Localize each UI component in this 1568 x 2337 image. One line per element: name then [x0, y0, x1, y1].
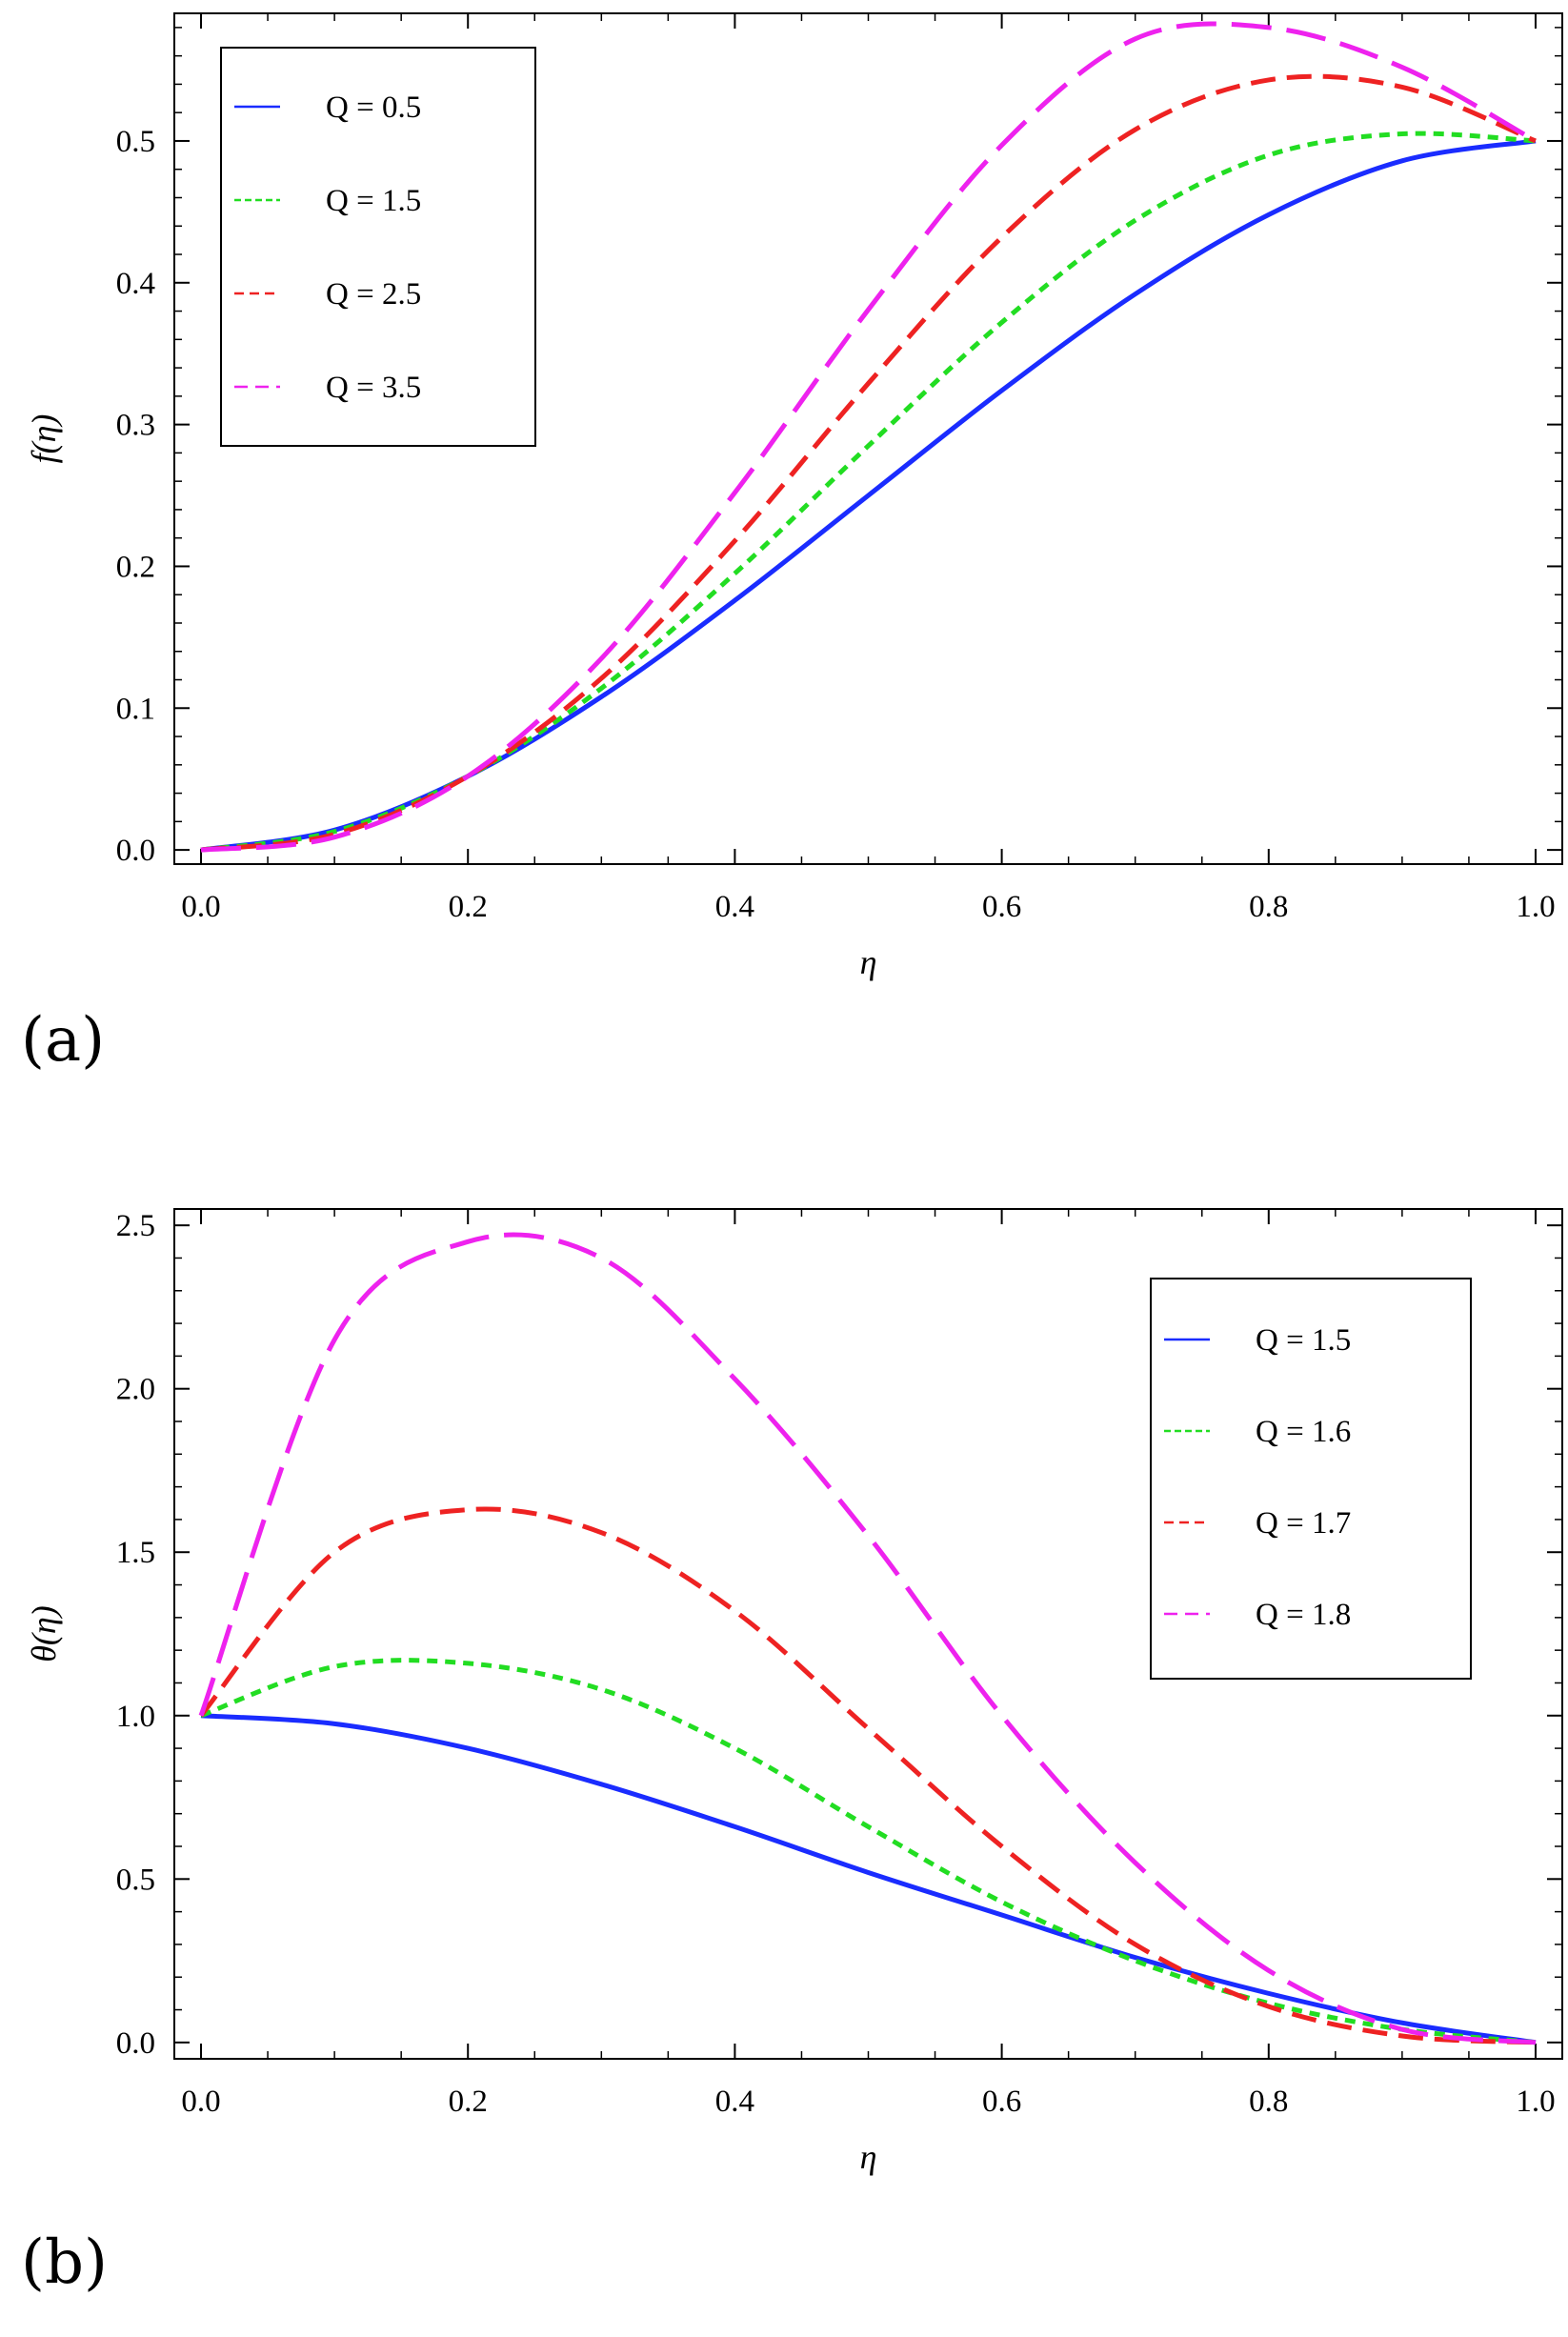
- legend-entry-label: Q = 1.6: [1256, 1415, 1351, 1449]
- y-tick-label: 0.3: [116, 409, 155, 443]
- y-tick-label: 0.4: [116, 267, 155, 301]
- x-tick-label: 1.0: [1516, 890, 1555, 924]
- y-tick-label: 1.0: [116, 1700, 155, 1734]
- x-tick-label: 0.2: [449, 2085, 488, 2119]
- x-tick-label: 0.6: [982, 890, 1021, 924]
- legend-entry-label: Q = 1.7: [1256, 1506, 1351, 1541]
- x-tick-label: 0.2: [449, 890, 488, 924]
- chart-a-svg: 0.0 0.2 0.4 0.6 0.8 1.0 0.0 0.1 0.2 0.3 0.4 0.5 η f(η…: [25, 12, 1563, 981]
- panel-label-a: (a): [21, 1005, 106, 1076]
- panel-label-b: (b): [21, 2227, 108, 2298]
- y-tick-label: 0.0: [116, 2026, 155, 2061]
- x-tick-label: 0.4: [715, 2085, 754, 2119]
- x-tick-label: 0.0: [181, 2085, 220, 2119]
- series-line-3: [199, 1506, 1537, 2045]
- legend-entry-label: Q = 3.5: [326, 371, 421, 405]
- legend-entry-label: Q = 1.8: [1256, 1598, 1351, 1632]
- x-tick-label: 0.8: [1249, 890, 1288, 924]
- x-tick-label: 1.0: [1516, 2085, 1555, 2119]
- series-line-2: [200, 1658, 1537, 2045]
- legend-entry-label: Q = 1.5: [326, 184, 421, 218]
- y-axis-label: θ(η): [25, 1605, 63, 1662]
- y-tick-label: 0.2: [116, 550, 155, 584]
- y-tick-label: 2.0: [116, 1373, 155, 1407]
- x-axis-label: η: [860, 2138, 877, 2176]
- legend-box: [220, 47, 536, 447]
- legend-box: [1150, 1278, 1472, 1680]
- y-tick-label: 2.5: [116, 1209, 155, 1243]
- y-axis-label: f(η): [25, 414, 63, 464]
- y-tick-label: 0.5: [116, 125, 155, 159]
- chart-panel-a: 0.0 0.2 0.4 0.6 0.8 1.0 0.0 0.1 0.2 0.3 0.4 0.5 η f(η…: [21, 12, 1563, 1076]
- series-line-1: [200, 1713, 1537, 2045]
- y-tick-label: 0.5: [116, 1863, 155, 1897]
- x-axis-label: η: [860, 943, 877, 981]
- y-tick-label: 1.5: [116, 1536, 155, 1570]
- y-tick-label: 0.0: [116, 834, 155, 868]
- series-line-1: [200, 138, 1537, 853]
- legend-entry-label: Q = 1.5: [1256, 1323, 1351, 1358]
- series-line-4: [200, 21, 1538, 853]
- x-tick-label: 0.4: [715, 890, 754, 924]
- series-line-2: [200, 131, 1537, 853]
- x-tick-label: 0.0: [181, 890, 220, 924]
- x-tick-label: 0.6: [982, 2085, 1021, 2119]
- chart-b-svg: 0.0 0.2 0.4 0.6 0.8 1.0 0.0 0.5 1.0 1.5 2.0 2.5 η θ(η…: [25, 1208, 1563, 2176]
- y-tick-label: 0.1: [116, 692, 155, 726]
- series-line-4: [198, 1232, 1537, 2045]
- x-tick-label: 0.8: [1249, 2085, 1288, 2119]
- legend-entry-label: Q = 2.5: [326, 277, 421, 312]
- legend-entry-label: Q = 0.5: [326, 91, 421, 125]
- chart-panel-b: 0.0 0.2 0.4 0.6 0.8 1.0 0.0 0.5 1.0 1.5 2.0 2.5 η θ(η…: [0, 1172, 1568, 2337]
